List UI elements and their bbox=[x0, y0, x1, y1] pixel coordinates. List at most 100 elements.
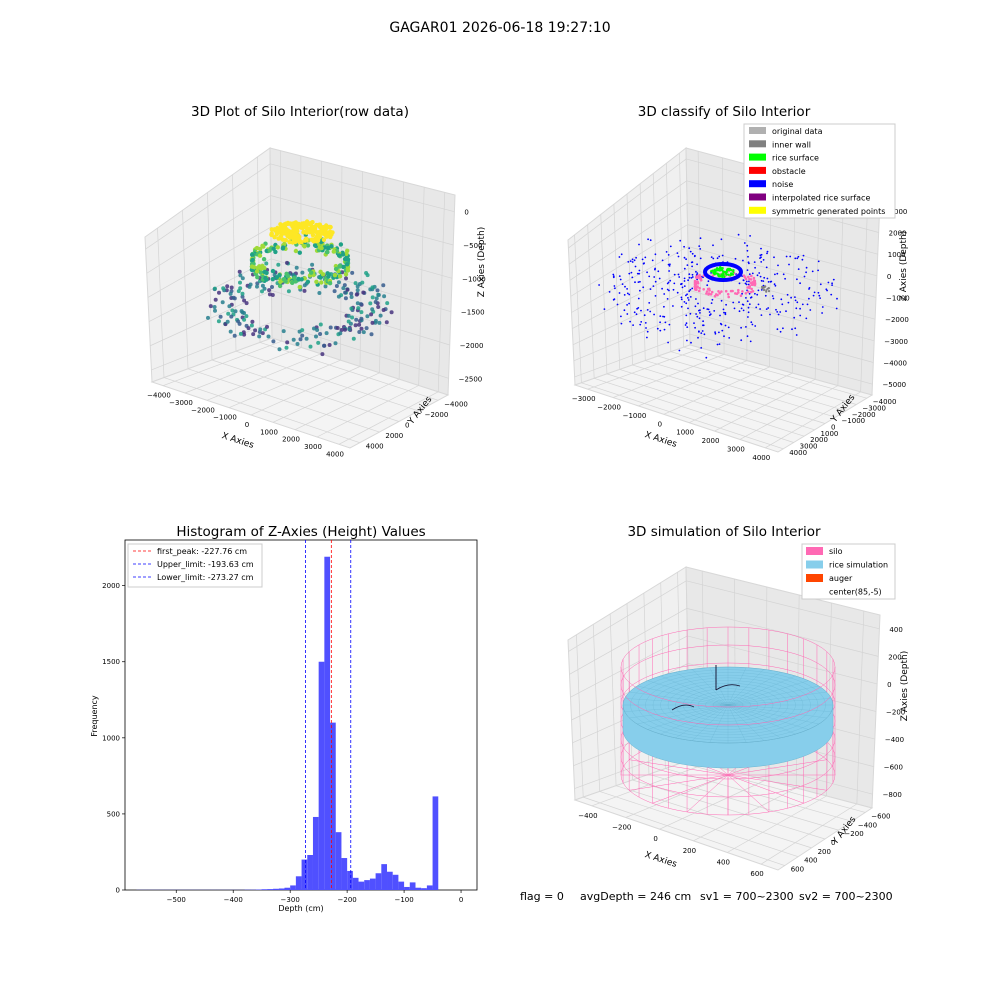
raw-point bbox=[228, 291, 233, 296]
rice-mesh-spoke bbox=[660, 704, 729, 735]
cls-noise-point bbox=[680, 298, 683, 301]
raw-ztick-label: −1500 bbox=[461, 309, 485, 317]
cls-noise-point bbox=[685, 302, 688, 305]
raw-ztick-label: −2000 bbox=[460, 342, 484, 350]
cls-noise-point bbox=[771, 295, 774, 297]
cls-noise-point bbox=[627, 261, 630, 263]
raw-point bbox=[287, 239, 292, 245]
raw-point bbox=[294, 265, 299, 270]
cls-noise-point bbox=[747, 283, 750, 286]
cls-noise-point bbox=[649, 310, 652, 313]
raw-ygrid-floor bbox=[259, 342, 439, 401]
cls-point bbox=[697, 274, 700, 278]
raw-xgrid-back bbox=[379, 176, 384, 373]
raw-point bbox=[300, 270, 305, 275]
cls-noise-point bbox=[759, 308, 761, 310]
raw-point bbox=[301, 229, 306, 234]
raw-xgrid-back bbox=[320, 161, 322, 354]
hist-ytick-label: 1000 bbox=[102, 734, 120, 742]
cls-rice-point bbox=[725, 271, 728, 274]
sim-xtick-label: 0 bbox=[653, 835, 657, 843]
cls-noise-point bbox=[747, 255, 749, 258]
raw-point bbox=[258, 327, 263, 332]
raw-point bbox=[217, 290, 221, 295]
sim-ztick-label: 0 bbox=[887, 681, 891, 689]
hist-bar bbox=[347, 870, 353, 890]
cls-noise-point bbox=[661, 259, 664, 262]
raw-zgrid-left bbox=[146, 195, 271, 274]
rice-mesh-spoke bbox=[727, 704, 832, 712]
cls-noise-point bbox=[654, 295, 657, 297]
cls-point bbox=[742, 274, 746, 278]
cls-ytick-label: −2000 bbox=[852, 411, 876, 419]
cls-ygrid-floor bbox=[581, 382, 784, 450]
cls-noise-point bbox=[757, 303, 760, 306]
cls-noise-point bbox=[639, 280, 641, 283]
silo-spoke bbox=[652, 774, 729, 804]
raw-point bbox=[310, 237, 316, 243]
cls-point bbox=[695, 288, 698, 292]
hist-xtick-label: −400 bbox=[224, 896, 243, 904]
cls-noise-point bbox=[805, 317, 808, 320]
hist-bar bbox=[278, 888, 285, 890]
raw-point bbox=[301, 223, 307, 228]
raw-xtick-label: 0 bbox=[245, 421, 249, 429]
silo-spoke bbox=[727, 759, 827, 776]
cls-noise-point bbox=[613, 285, 616, 287]
raw-point bbox=[314, 279, 319, 284]
cls-point bbox=[751, 290, 755, 293]
cls-noise-point bbox=[747, 261, 750, 264]
raw-point bbox=[342, 256, 348, 262]
raw-zgrid-left bbox=[150, 290, 272, 347]
panel-hist-xticks: −500 −400 −300 −200 −100 0 bbox=[167, 890, 463, 904]
raw-point bbox=[343, 296, 348, 301]
cls-noise-point bbox=[757, 289, 760, 292]
cls-noise-point bbox=[626, 292, 629, 295]
hist-ytick-label: 1500 bbox=[102, 658, 120, 666]
cls-noise-point bbox=[718, 343, 721, 345]
cls-noise-point bbox=[636, 272, 639, 275]
auger-arm bbox=[671, 704, 695, 711]
cls-noise-point bbox=[689, 250, 692, 253]
cls-noise-point bbox=[799, 307, 801, 310]
cls-noise-point bbox=[721, 329, 724, 332]
sim-ygrid-floor bbox=[648, 773, 839, 831]
raw-point bbox=[305, 279, 311, 284]
raw-point bbox=[266, 334, 271, 339]
raw-point bbox=[381, 283, 386, 288]
cls-noise-point bbox=[720, 238, 723, 241]
cls-noise-point bbox=[808, 297, 810, 300]
cls-noise-point bbox=[725, 303, 727, 306]
raw-point bbox=[212, 286, 217, 291]
cls-ygrid-floor bbox=[683, 346, 867, 399]
hist-bar bbox=[301, 859, 308, 890]
cls-noise-point bbox=[636, 307, 638, 310]
raw-point bbox=[250, 252, 255, 257]
cls-noise-point bbox=[720, 323, 723, 326]
cls-noise-point bbox=[782, 273, 785, 276]
cls-zgrid-left bbox=[573, 311, 690, 362]
raw-point bbox=[329, 244, 334, 249]
cls-noise-point bbox=[676, 291, 679, 294]
cls-noise-point bbox=[683, 285, 686, 287]
cls-noise-point bbox=[827, 281, 830, 284]
raw-point bbox=[315, 235, 321, 240]
sim-ytick-label: 600 bbox=[791, 866, 804, 874]
raw-point bbox=[304, 236, 309, 241]
cls-noise-point bbox=[694, 305, 697, 308]
cls-point bbox=[752, 279, 756, 282]
sim-ztick-label: −200 bbox=[886, 709, 905, 717]
raw-ygrid-floor bbox=[235, 350, 419, 412]
raw-point bbox=[283, 279, 288, 284]
raw-point bbox=[295, 342, 300, 346]
cls-noise-point bbox=[714, 332, 717, 335]
cls-noise-point bbox=[746, 335, 749, 338]
raw-point bbox=[359, 302, 363, 307]
raw-point bbox=[284, 345, 289, 350]
cls-noise-point bbox=[746, 269, 749, 271]
cls-ytick-label: 1000 bbox=[821, 430, 839, 438]
raw-point bbox=[240, 310, 245, 315]
cls-noise-point bbox=[785, 255, 788, 258]
raw-point bbox=[307, 230, 313, 235]
panel-raw-zlabel: Z Axies (Depth) bbox=[477, 227, 487, 298]
